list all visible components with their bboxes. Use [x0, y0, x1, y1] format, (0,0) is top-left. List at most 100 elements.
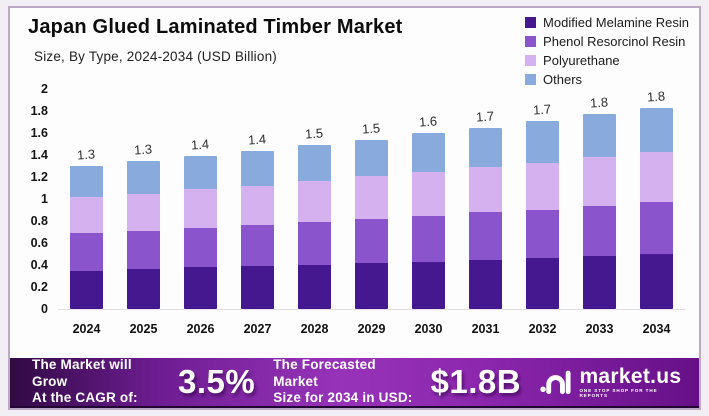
bar-segment-polyurethane: [640, 151, 673, 203]
bar-segment-others: [526, 120, 559, 163]
bar-value-label: 1.6: [418, 113, 439, 130]
brand-logo: market.us ONE STOP SHOP FOR THE REPORTS: [539, 366, 683, 398]
forecast-label-line1: The Forecasted Market: [273, 356, 376, 389]
bar-stack: [355, 139, 388, 309]
bar-segment-modified-melamine-resin: [583, 256, 616, 309]
y-axis-tick: 1.8: [30, 104, 48, 118]
footer-banner: The Market will Grow At the CAGR of: 3.5…: [10, 357, 699, 408]
cagr-label: The Market will Grow At the CAGR of:: [32, 357, 160, 408]
y-axis-tick: 1.4: [30, 148, 48, 162]
legend: Modified Melamine Resin Phenol Resorcino…: [525, 14, 689, 88]
bar-segment-others: [583, 114, 616, 158]
bar-segment-modified-melamine-resin: [70, 270, 103, 309]
bar-segment-polyurethane: [355, 175, 388, 219]
bar-value-label: 1.3: [133, 140, 154, 158]
bar-2028: 1.5 2028: [298, 125, 331, 336]
bar-segment-phenol-resorcinol-resin: [640, 202, 673, 254]
bar-value-label: 1.4: [190, 136, 211, 153]
x-axis-label-2024: 2024: [72, 322, 101, 336]
chart-subtitle: Size, By Type, 2024-2034 (USD Billion): [34, 49, 277, 64]
y-axis-tick: 0: [41, 302, 48, 316]
bar-2025: 1.3 2025: [127, 140, 160, 336]
bar-segment-modified-melamine-resin: [127, 269, 160, 309]
bar-2024: 1.3 2024: [70, 146, 103, 336]
bar-segment-modified-melamine-resin: [184, 267, 217, 309]
legend-item: Phenol Resorcinol Resin: [525, 33, 689, 50]
bar-value-label: 1.7: [532, 101, 553, 118]
bar-segment-phenol-resorcinol-resin: [298, 222, 331, 265]
bar-segment-modified-melamine-resin: [412, 261, 445, 309]
bar-segment-polyurethane: [583, 157, 616, 206]
bar-segment-polyurethane: [469, 167, 502, 213]
x-axis-label-2029: 2029: [357, 322, 386, 336]
bar-stack: [184, 156, 217, 309]
plot-area: 1.3 2024 1.3 2025 1.4 2026 1.4 2027 1.5 2028 1.5 20…: [58, 88, 685, 336]
legend-label: Modified Melamine Resin: [543, 15, 689, 30]
legend-item: Modified Melamine Resin: [525, 14, 689, 31]
infographic-card: Japan Glued Laminated Timber Market Size…: [8, 6, 701, 410]
bar-segment-others: [355, 139, 388, 176]
bar-segment-phenol-resorcinol-resin: [583, 205, 616, 257]
bar-segment-modified-melamine-resin: [241, 266, 274, 309]
bar-segment-modified-melamine-resin: [526, 258, 559, 309]
bar-2029: 1.5 2029: [355, 120, 388, 336]
legend-swatch-phenol-resorcinol-resin: [525, 36, 537, 47]
bar-segment-phenol-resorcinol-resin: [355, 218, 388, 263]
legend-swatch-polyurethane: [525, 55, 537, 66]
x-axis-label-2032: 2032: [528, 322, 557, 336]
legend-label: Polyurethane: [543, 53, 620, 68]
y-axis-tick: 0.6: [30, 236, 48, 250]
x-axis-label-2033: 2033: [585, 322, 614, 336]
brand-name: market.us: [579, 364, 682, 388]
bar-value-label: 1.8: [646, 88, 667, 105]
bar-segment-polyurethane: [526, 162, 559, 211]
cagr-value: 3.5%: [178, 363, 256, 400]
bar-segment-others: [127, 160, 160, 194]
bar-stack: [583, 114, 616, 309]
bar-2030: 1.6 2030: [412, 113, 445, 336]
bar-value-label: 1.8: [589, 94, 610, 111]
legend-item: Polyurethane: [525, 52, 689, 69]
x-axis-label-2025: 2025: [129, 322, 158, 336]
bar-segment-others: [184, 156, 217, 190]
y-axis-tick: 1: [41, 192, 48, 206]
bar-segment-phenol-resorcinol-resin: [127, 230, 160, 270]
bar-segment-others: [70, 166, 103, 197]
bar-2032: 1.7 2032: [526, 101, 559, 336]
bar-value-label: 1.4: [247, 131, 268, 148]
bar-value-label: 1.3: [76, 146, 97, 163]
y-axis-tick: 0.8: [30, 214, 48, 228]
bar-value-label: 1.5: [361, 120, 382, 137]
forecast-value: $1.8B: [430, 363, 522, 400]
bar-2033: 1.8 2033: [583, 94, 616, 336]
bar-value-label: 1.7: [475, 107, 496, 125]
bar-2031: 1.7 2031: [469, 107, 502, 336]
x-axis-label-2026: 2026: [186, 322, 215, 336]
y-axis-tick: 1.2: [30, 170, 48, 184]
forecast-label: The Forecasted Market Size for 2034 in U…: [273, 357, 412, 408]
bar-segment-polyurethane: [127, 193, 160, 231]
bar-segment-phenol-resorcinol-resin: [241, 225, 274, 267]
bar-segment-modified-melamine-resin: [298, 265, 331, 309]
bar-segment-others: [469, 127, 502, 168]
bar-segment-polyurethane: [184, 189, 217, 228]
bar-stack: [70, 166, 103, 309]
y-axis-tick: 0.2: [30, 280, 48, 294]
x-axis-label-2031: 2031: [471, 322, 500, 336]
bar-segment-polyurethane: [298, 181, 331, 223]
legend-swatch-others: [525, 74, 537, 85]
bar-2034: 1.8 2034: [640, 88, 673, 336]
bar-segment-modified-melamine-resin: [640, 254, 673, 309]
brand-tagline: ONE STOP SHOP FOR THE REPORTS: [579, 387, 658, 398]
x-axis-label-2030: 2030: [414, 322, 443, 336]
bar-stack: [127, 160, 160, 309]
y-axis: 2 1.8 1.6 1.4 1.2 1 0.8 0.6 0.4 0.2 0: [10, 82, 52, 316]
bar-segment-others: [640, 107, 673, 152]
bar-2026: 1.4 2026: [184, 136, 217, 336]
bar-stack: [241, 150, 274, 309]
y-axis-tick: 2: [41, 82, 48, 96]
y-axis-tick: 0.4: [30, 258, 48, 272]
bar-segment-phenol-resorcinol-resin: [412, 215, 445, 262]
bar-value-label: 1.5: [304, 125, 325, 142]
forecast-label-line2: Size for 2034 in USD:: [273, 390, 413, 406]
